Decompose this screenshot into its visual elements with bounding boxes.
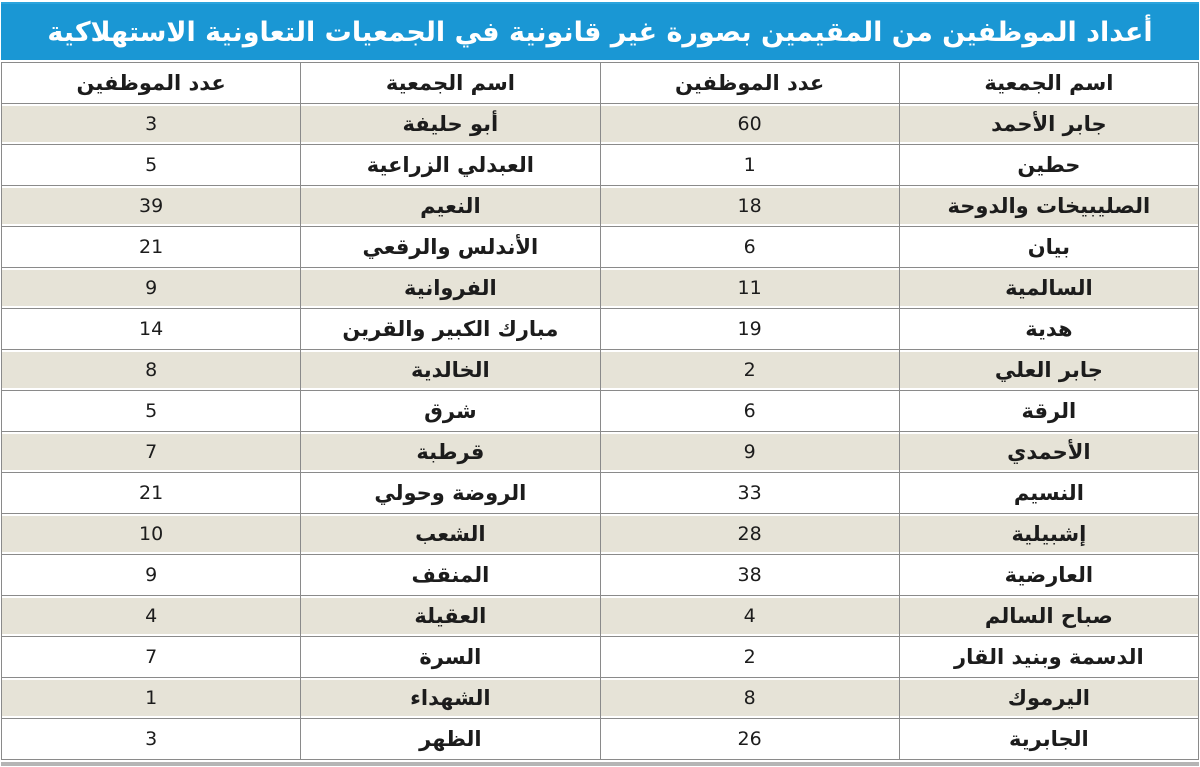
employee-count-cell-2: 9	[0, 554, 302, 596]
table-row: العارضية 38 المنقف 9	[0, 554, 1200, 596]
society-name-cell-2: النعيم	[300, 185, 601, 227]
society-name-cell-2: الروضة وحولي	[300, 472, 601, 514]
society-name-cell-1: حطين	[898, 144, 1200, 186]
employee-count-cell-1: 2	[599, 636, 900, 678]
employee-count-cell-2: 21	[0, 472, 302, 514]
society-name-cell-2: قرطبة	[300, 431, 601, 473]
table-row: جابر العلي 2 الخالدية 8	[0, 349, 1200, 391]
employee-count-cell-2: 1	[0, 677, 302, 719]
society-name-cell-2: الشهداء	[300, 677, 601, 719]
society-name-cell-1: الرقة	[898, 390, 1200, 432]
employee-count-cell-1: 2	[599, 349, 900, 391]
employee-count-cell-1: 26	[599, 718, 900, 760]
society-name-cell-2: المنقف	[300, 554, 601, 596]
table-row: الأحمدي 9 قرطبة 7	[0, 431, 1200, 473]
employee-count-cell-1: 33	[599, 472, 900, 514]
employee-count-cell-1: 28	[599, 513, 900, 555]
society-name-cell-1: بيان	[898, 226, 1200, 268]
employee-count-cell-1: 6	[599, 226, 900, 268]
column-header-count-2: عدد الموظفين	[0, 62, 302, 104]
employee-count-cell-2: 5	[0, 390, 302, 432]
employee-count-cell-2: 5	[0, 144, 302, 186]
table-row: الصليبيخات والدوحة 18 النعيم 39	[0, 185, 1200, 227]
employee-count-cell-2: 8	[0, 349, 302, 391]
society-name-cell-1: جابر العلي	[898, 349, 1200, 391]
header-row: اسم الجمعية عدد الموظفين اسم الجمعية عدد…	[0, 62, 1200, 104]
employee-count-cell-1: 6	[599, 390, 900, 432]
table-row: الجابرية 26 الظهر 3	[0, 718, 1200, 760]
society-name-cell-2: أبو حليفة	[300, 103, 601, 145]
employee-count-cell-2: 4	[0, 595, 302, 637]
society-name-cell-1: السالمية	[898, 267, 1200, 309]
society-name-cell-1: اليرموك	[898, 677, 1200, 719]
society-name-cell-1: صباح السالم	[898, 595, 1200, 637]
employee-count-cell-1: 19	[599, 308, 900, 350]
column-header-society-1: اسم الجمعية	[898, 62, 1200, 104]
employee-count-cell-2: 3	[0, 103, 302, 145]
employee-count-cell-2: 10	[0, 513, 302, 555]
society-name-cell-1: إشبيلية	[898, 513, 1200, 555]
society-name-cell-1: هدية	[898, 308, 1200, 350]
table-row: السالمية 11 الفروانية 9	[0, 267, 1200, 309]
table-row: بيان 6 الأندلس والرقعي 21	[0, 226, 1200, 268]
column-header-society-2: اسم الجمعية	[300, 62, 601, 104]
society-name-cell-1: جابر الأحمد	[898, 103, 1200, 145]
table-row: إشبيلية 28 الشعب 10	[0, 513, 1200, 555]
table-row: حطين 1 العبدلي الزراعية 5	[0, 144, 1200, 186]
society-name-cell-2: الفروانية	[300, 267, 601, 309]
employee-count-cell-1: 11	[599, 267, 900, 309]
column-header-count-1: عدد الموظفين	[599, 62, 900, 104]
employee-count-cell-2: 39	[0, 185, 302, 227]
table-header: اسم الجمعية عدد الموظفين اسم الجمعية عدد…	[0, 62, 1200, 104]
society-name-cell-2: مبارك الكبير والقرين	[300, 308, 601, 350]
employee-count-cell-2: 9	[0, 267, 302, 309]
employee-count-cell-1: 18	[599, 185, 900, 227]
bottom-rule	[1, 762, 1199, 766]
table-row: جابر الأحمد 60 أبو حليفة 3	[0, 103, 1200, 145]
society-name-cell-2: شرق	[300, 390, 601, 432]
society-name-cell-1: النسيم	[898, 472, 1200, 514]
employee-count-cell-1: 38	[599, 554, 900, 596]
table-body: جابر الأحمد 60 أبو حليفة 3 حطين 1 العبدل…	[0, 103, 1200, 760]
table-row: اليرموك 8 الشهداء 1	[0, 677, 1200, 719]
employee-count-cell-2: 21	[0, 226, 302, 268]
employee-count-cell-1: 8	[599, 677, 900, 719]
table-row: صباح السالم 4 العقيلة 4	[0, 595, 1200, 637]
society-name-cell-2: العبدلي الزراعية	[300, 144, 601, 186]
society-name-cell-2: العقيلة	[300, 595, 601, 637]
table-row: الدسمة وبنيد القار 2 السرة 7	[0, 636, 1200, 678]
table-row: النسيم 33 الروضة وحولي 21	[0, 472, 1200, 514]
society-name-cell-2: الشعب	[300, 513, 601, 555]
society-name-cell-1: الأحمدي	[898, 431, 1200, 473]
table-row: الرقة 6 شرق 5	[0, 390, 1200, 432]
table-title: أعداد الموظفين من المقيمين بصورة غير قان…	[1, 2, 1199, 60]
employee-count-cell-2: 3	[0, 718, 302, 760]
employee-count-cell-1: 4	[599, 595, 900, 637]
society-name-cell-2: الظهر	[300, 718, 601, 760]
employee-count-cell-2: 14	[0, 308, 302, 350]
employee-count-cell-1: 1	[599, 144, 900, 186]
society-name-cell-2: الخالدية	[300, 349, 601, 391]
society-name-cell-2: الأندلس والرقعي	[300, 226, 601, 268]
employee-count-cell-1: 60	[599, 103, 900, 145]
society-name-cell-2: السرة	[300, 636, 601, 678]
society-name-cell-1: الصليبيخات والدوحة	[898, 185, 1200, 227]
society-name-cell-1: الجابرية	[898, 718, 1200, 760]
table-row: هدية 19 مبارك الكبير والقرين 14	[0, 308, 1200, 350]
employee-count-cell-2: 7	[0, 636, 302, 678]
employee-count-cell-1: 9	[599, 431, 900, 473]
society-name-cell-1: الدسمة وبنيد القار	[898, 636, 1200, 678]
society-name-cell-1: العارضية	[898, 554, 1200, 596]
employee-count-cell-2: 7	[0, 431, 302, 473]
societies-table: اسم الجمعية عدد الموظفين اسم الجمعية عدد…	[0, 62, 1200, 760]
